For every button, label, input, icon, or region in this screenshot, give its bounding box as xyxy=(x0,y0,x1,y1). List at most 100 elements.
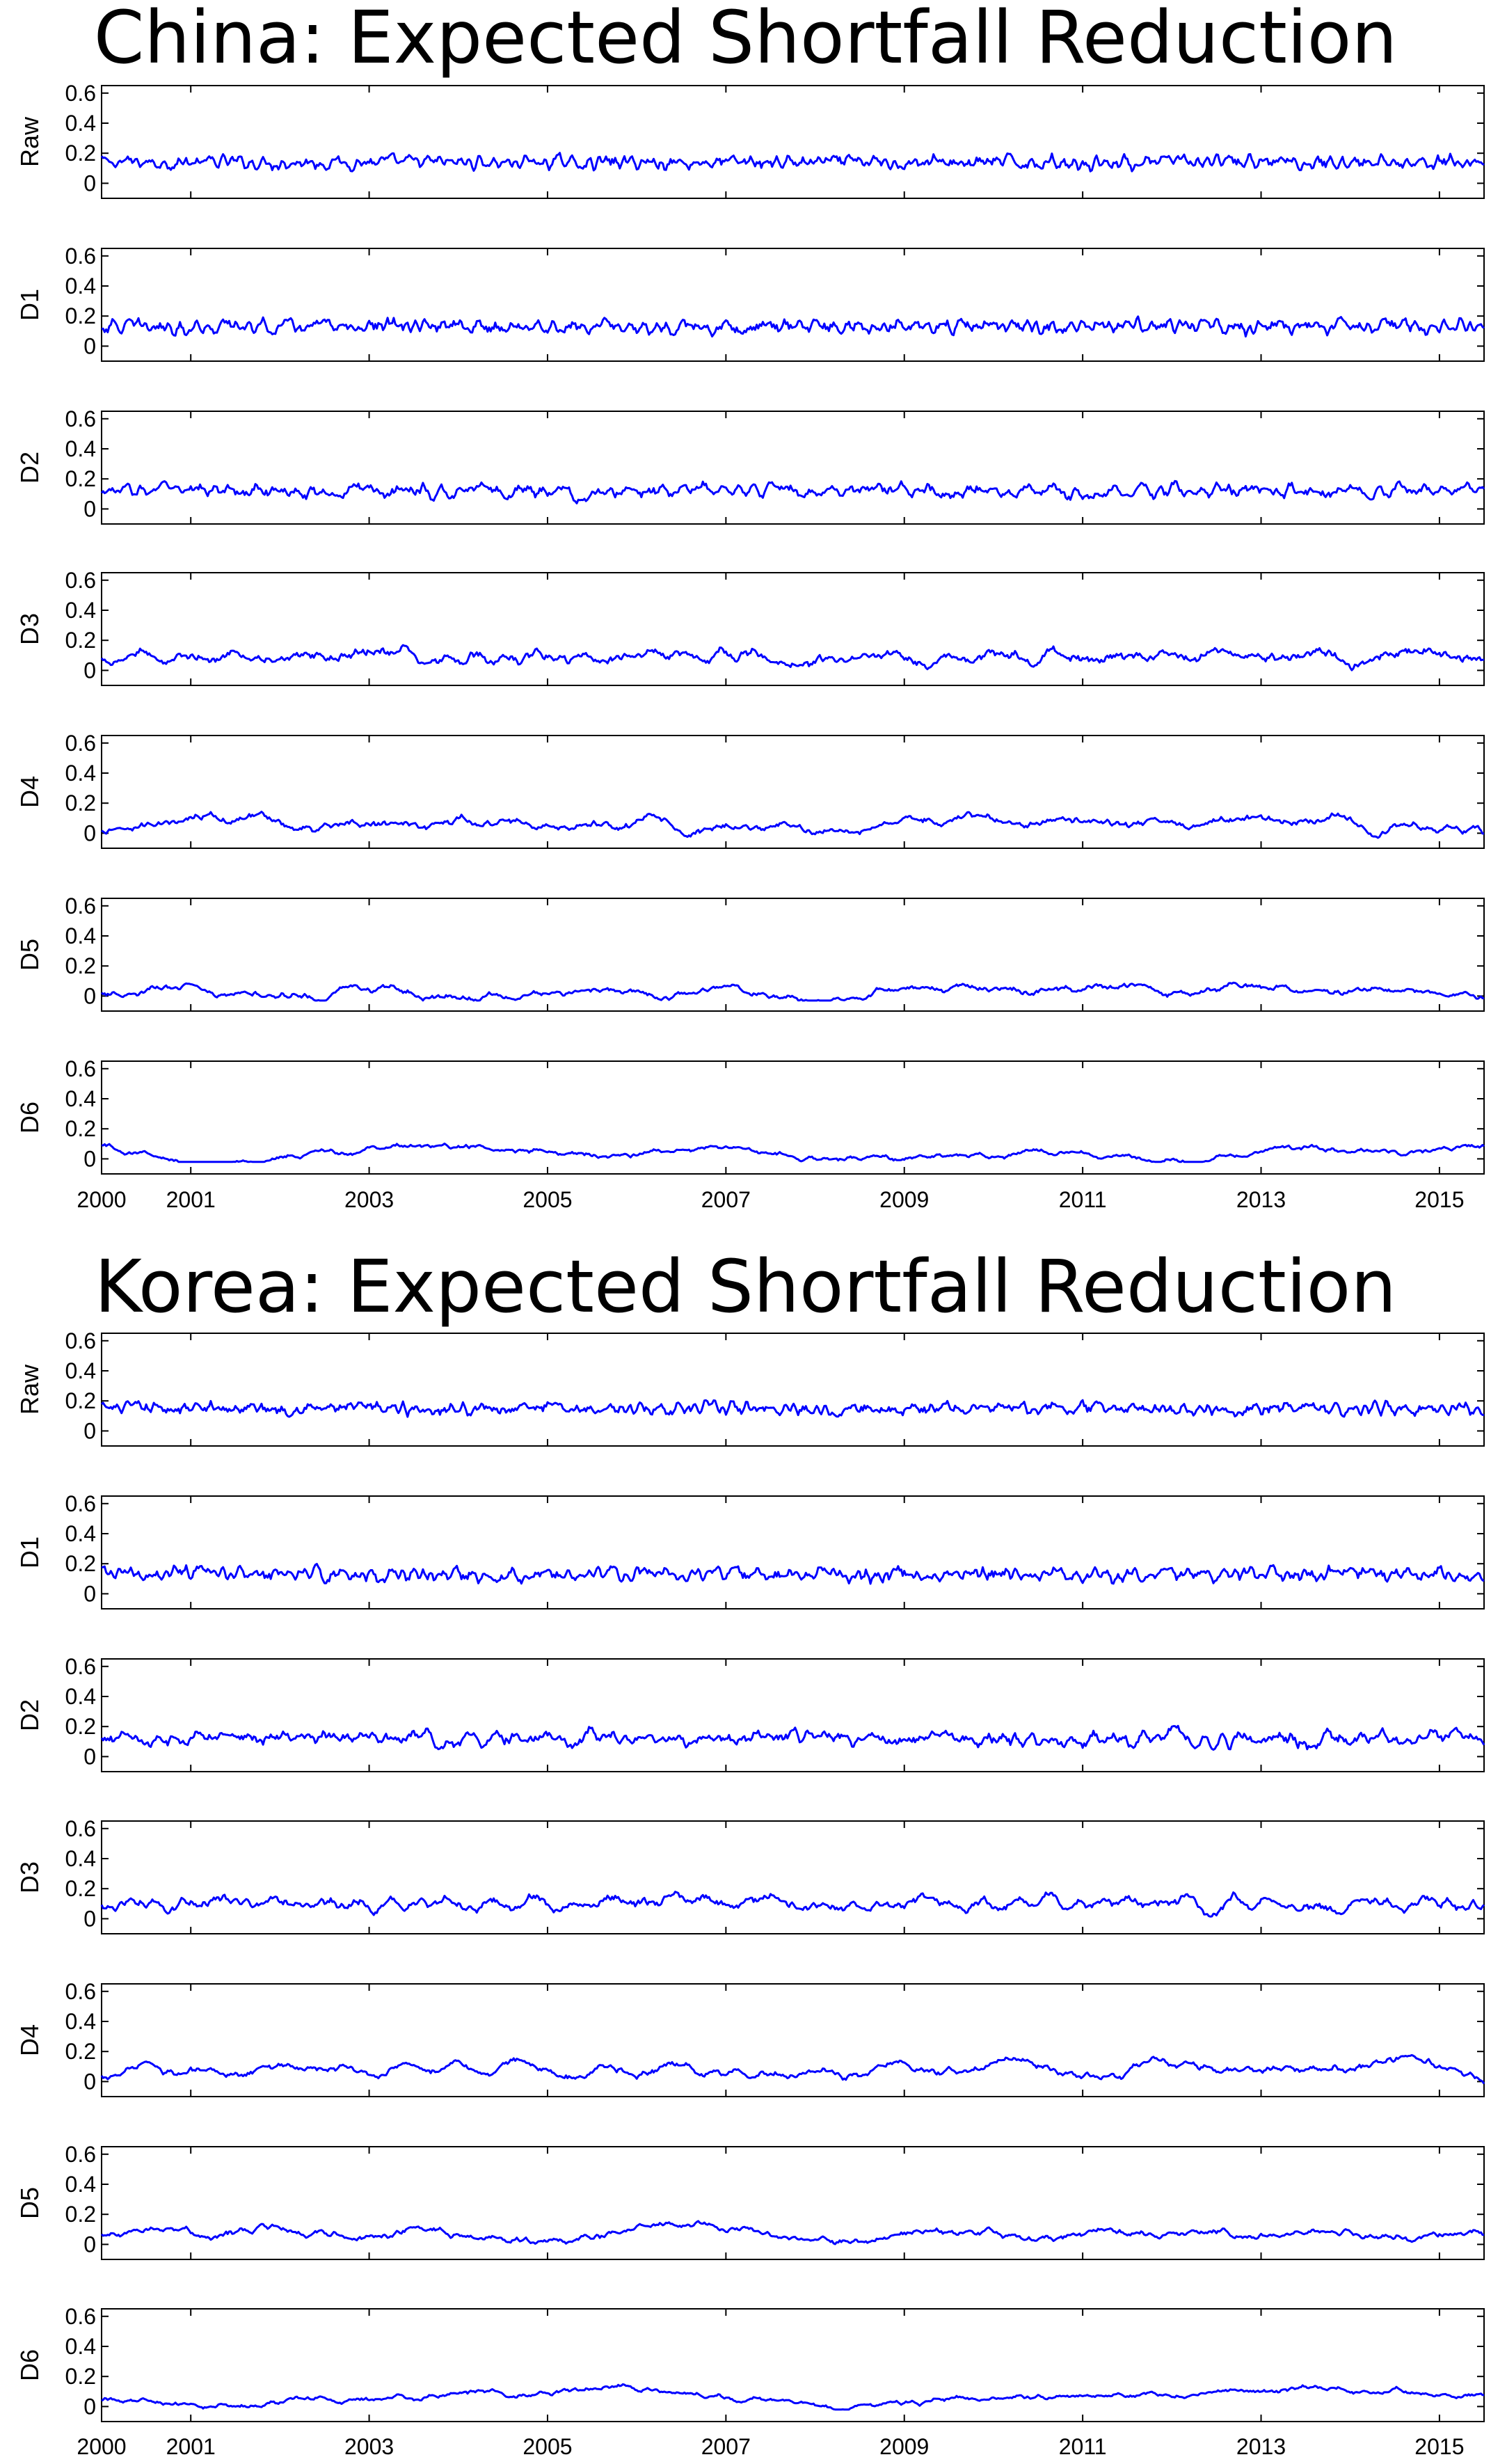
y-tick-label: 0.6 xyxy=(65,1056,96,1081)
x-tick-label: 2013 xyxy=(1236,1187,1286,1212)
y-tick-label: 0.4 xyxy=(65,1846,96,1871)
y-tick-label: 0 xyxy=(83,1744,96,1769)
y-tick-label: 0.6 xyxy=(65,1816,96,1841)
series-label-D4: D4 xyxy=(15,2024,44,2056)
panel-frame-china-D1 xyxy=(101,248,1485,362)
y-tick-label: 0.4 xyxy=(65,2334,96,2359)
series-line-china-D3 xyxy=(100,644,1485,671)
panel-frame-korea-D3 xyxy=(101,1820,1485,1934)
y-tick-label: 0.2 xyxy=(65,466,96,491)
x-tick-label: 2007 xyxy=(701,1187,751,1212)
y-tick-label: 0.6 xyxy=(65,1979,96,2004)
series-label-D5: D5 xyxy=(15,2187,44,2219)
y-tick-label: 0 xyxy=(83,170,96,196)
series-label-Raw: Raw xyxy=(15,1364,44,1415)
x-tick-label: 2000 xyxy=(77,2434,126,2459)
y-tick-label: 0.4 xyxy=(65,1684,96,1709)
y-tick-label: 0.4 xyxy=(65,923,96,948)
series-line-korea-D1 xyxy=(101,1563,1485,1585)
y-tick-label: 0 xyxy=(83,983,96,1008)
x-tick-label: 2003 xyxy=(344,1187,394,1212)
y-tick-label: 0 xyxy=(83,2394,96,2419)
series-label-Raw: Raw xyxy=(15,116,44,167)
y-tick-label: 0 xyxy=(83,1146,96,1171)
series-label-D6: D6 xyxy=(15,2349,44,2381)
series-line-korea-D5 xyxy=(100,2220,1485,2246)
panel-frame-korea-Raw xyxy=(101,1333,1485,1447)
x-tick-label: 2015 xyxy=(1414,2434,1464,2459)
y-tick-label: 0.6 xyxy=(65,2304,96,2329)
y-tick-label: 0.6 xyxy=(65,731,96,756)
y-tick-label: 0.6 xyxy=(65,893,96,919)
series-label-D2: D2 xyxy=(15,452,44,484)
y-tick-label: 0.4 xyxy=(65,1521,96,1546)
y-tick-label: 0.2 xyxy=(65,1388,96,1413)
panel-frame-china-D4 xyxy=(101,735,1485,849)
x-tick-label: 2000 xyxy=(77,1187,126,1212)
series-label-D4: D4 xyxy=(15,776,44,808)
x-tick-label: 2005 xyxy=(523,2434,572,2459)
y-tick-label: 0.4 xyxy=(65,436,96,461)
panel-frame-china-D2 xyxy=(101,411,1485,525)
series-line-china-D4 xyxy=(101,811,1484,839)
y-tick-label: 0.6 xyxy=(65,2142,96,2167)
y-tick-label: 0.2 xyxy=(65,790,96,816)
series-label-D1: D1 xyxy=(15,1536,44,1568)
y-tick-label: 0.6 xyxy=(65,406,96,431)
y-tick-label: 0.2 xyxy=(65,2202,96,2227)
series-line-korea-D3 xyxy=(100,1891,1485,1918)
series-line-korea-D4 xyxy=(100,2053,1485,2085)
y-tick-label: 0.6 xyxy=(65,1654,96,1679)
series-line-korea-Raw xyxy=(100,1399,1485,1418)
x-tick-label: 2003 xyxy=(344,2434,394,2459)
y-tick-label: 0.4 xyxy=(65,1086,96,1111)
series-line-korea-D2 xyxy=(100,1724,1485,1751)
x-tick-label: 2013 xyxy=(1236,2434,1286,2459)
y-tick-label: 0.2 xyxy=(65,628,96,653)
panel-frame-china-D6 xyxy=(101,1060,1485,1175)
y-tick-label: 0.4 xyxy=(65,273,96,299)
panel-frame-korea-D1 xyxy=(101,1495,1485,1609)
series-label-D3: D3 xyxy=(15,1861,44,1893)
series-label-D5: D5 xyxy=(15,939,44,971)
y-tick-label: 0 xyxy=(83,658,96,683)
series-label-D2: D2 xyxy=(15,1699,44,1731)
panel-frame-korea-D6 xyxy=(101,2308,1485,2422)
x-tick-label: 2009 xyxy=(879,2434,929,2459)
y-tick-label: 0.4 xyxy=(65,2009,96,2034)
y-tick-label: 0.2 xyxy=(65,1116,96,1141)
y-tick-label: 0.2 xyxy=(65,303,96,328)
y-tick-label: 0.2 xyxy=(65,1551,96,1576)
panel-frame-korea-D4 xyxy=(101,1983,1485,2097)
y-tick-label: 0.4 xyxy=(65,761,96,786)
series-label-D1: D1 xyxy=(15,289,44,321)
x-tick-label: 2007 xyxy=(701,2434,751,2459)
x-tick-label: 2005 xyxy=(523,1187,572,1212)
y-tick-label: 0.6 xyxy=(65,568,96,593)
y-tick-label: 0 xyxy=(83,333,96,358)
series-line-china-D6 xyxy=(101,1143,1485,1163)
y-tick-label: 0.2 xyxy=(65,953,96,978)
series-line-china-D2 xyxy=(100,479,1485,504)
y-tick-label: 0.2 xyxy=(65,141,96,166)
panel-frame-korea-D2 xyxy=(101,1658,1485,1772)
y-tick-label: 0.2 xyxy=(65,2039,96,2064)
y-tick-label: 0.6 xyxy=(65,81,96,106)
y-tick-label: 0.6 xyxy=(65,1491,96,1516)
y-tick-label: 0 xyxy=(83,2069,96,2094)
series-line-china-D1 xyxy=(101,315,1485,337)
y-tick-label: 0.6 xyxy=(65,1328,96,1353)
panel-frame-china-D5 xyxy=(101,898,1485,1012)
series-label-D3: D3 xyxy=(15,613,44,645)
y-tick-label: 0.4 xyxy=(65,598,96,623)
y-tick-label: 0 xyxy=(83,1581,96,1606)
x-tick-label: 2011 xyxy=(1059,2434,1107,2459)
x-tick-label: 2011 xyxy=(1059,1187,1107,1212)
panel-frame-china-Raw xyxy=(101,85,1485,199)
x-tick-label: 2015 xyxy=(1414,1187,1464,1212)
y-tick-label: 0.4 xyxy=(65,2172,96,2197)
x-tick-label: 2001 xyxy=(166,1187,216,1212)
y-tick-label: 0.6 xyxy=(65,244,96,269)
panel-frame-china-D3 xyxy=(101,572,1485,686)
